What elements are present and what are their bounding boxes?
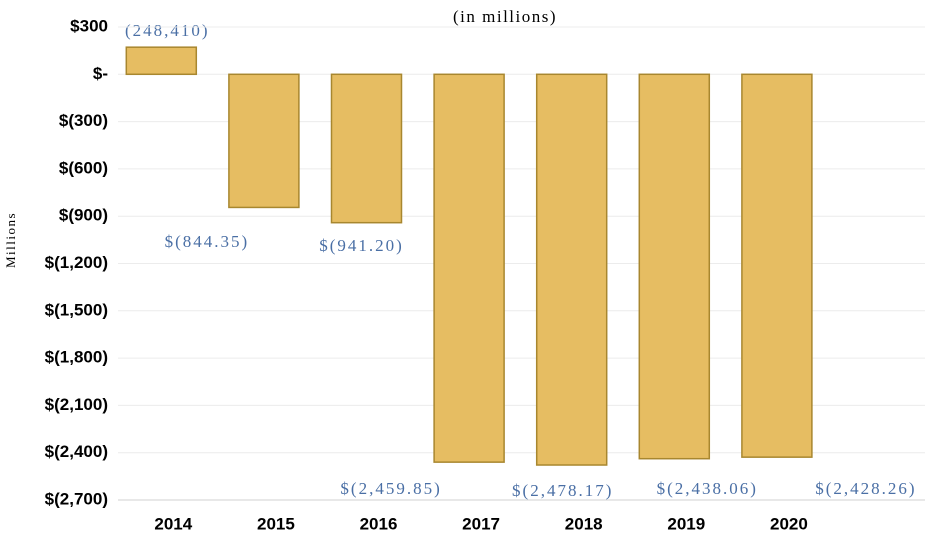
x-tick-label: 2019 [667,514,705,533]
bar [228,73,300,209]
value-label: $(844.35) [165,232,250,251]
y-tick-label: $(2,100) [45,395,108,414]
y-tick-label: $(2,400) [45,442,108,461]
y-tick-label: $(1,800) [45,348,108,367]
y-tick-label: $(1,200) [45,253,108,272]
x-tick-label: 2014 [154,514,192,533]
bar [741,73,813,458]
bar [330,73,403,224]
annotation: (248,410) [125,21,210,40]
y-tick-label: $(600) [59,158,108,177]
x-tick-label: 2018 [565,514,603,533]
value-label: $(2,478.17) [512,481,613,500]
y-tick-label: $- [93,64,108,83]
value-label: $(2,438.06) [657,479,758,498]
y-tick-label: $(1,500) [45,300,108,319]
y-tick-label: $300 [70,16,108,35]
x-tick-label: 2015 [257,514,295,533]
x-tick-label: 2017 [462,514,500,533]
x-tick-label: 2016 [360,514,398,533]
bar [433,73,505,463]
value-label: $(2,428.26) [815,479,916,498]
bar [638,73,711,460]
chart-subtitle: (in millions) [453,7,557,26]
y-tick-label: $(300) [59,111,108,130]
y-tick-label: $(900) [59,206,108,225]
value-label: $(941.20) [319,236,404,255]
bar [535,73,608,466]
bar [125,46,198,76]
y-tick-label: $(2,700) [45,489,108,508]
value-label: $(2,459.85) [340,479,441,498]
x-tick-label: 2020 [770,514,808,533]
y-axis-label: Millions [3,212,18,268]
